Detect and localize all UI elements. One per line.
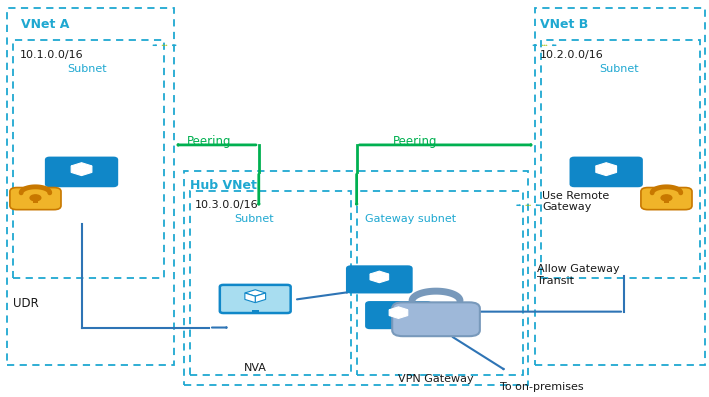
FancyBboxPatch shape — [365, 291, 393, 293]
FancyBboxPatch shape — [376, 289, 382, 292]
Text: Subnet: Subnet — [599, 64, 639, 74]
Circle shape — [165, 45, 167, 46]
Circle shape — [529, 205, 531, 206]
Text: Allow Gateway
Transit: Allow Gateway Transit — [537, 264, 620, 285]
Text: Subnet: Subnet — [234, 214, 274, 224]
Polygon shape — [379, 274, 389, 283]
Circle shape — [164, 45, 165, 46]
Polygon shape — [596, 166, 606, 175]
FancyBboxPatch shape — [603, 183, 610, 186]
FancyBboxPatch shape — [78, 183, 85, 186]
Text: 10.2.0.0/16: 10.2.0.0/16 — [540, 50, 604, 60]
Circle shape — [544, 45, 545, 46]
Text: Hub VNet: Hub VNet — [190, 179, 257, 193]
Text: Subnet: Subnet — [67, 64, 107, 74]
FancyBboxPatch shape — [252, 310, 259, 313]
Text: 10.1.0.0/16: 10.1.0.0/16 — [20, 50, 84, 60]
Polygon shape — [245, 290, 266, 296]
Polygon shape — [398, 310, 408, 318]
FancyBboxPatch shape — [392, 303, 480, 336]
Polygon shape — [71, 166, 82, 175]
FancyBboxPatch shape — [33, 198, 38, 203]
FancyBboxPatch shape — [664, 198, 669, 203]
FancyBboxPatch shape — [591, 185, 622, 187]
FancyBboxPatch shape — [396, 325, 401, 328]
FancyBboxPatch shape — [46, 158, 117, 186]
Text: Peering: Peering — [187, 135, 231, 148]
Polygon shape — [71, 163, 92, 169]
Circle shape — [525, 205, 527, 206]
Circle shape — [661, 195, 672, 201]
FancyBboxPatch shape — [10, 187, 61, 210]
Text: VNet B: VNet B — [540, 18, 588, 31]
Text: VNet A: VNet A — [21, 18, 69, 31]
Circle shape — [30, 195, 41, 201]
Circle shape — [545, 45, 547, 46]
Text: VPN Gateway: VPN Gateway — [398, 374, 474, 384]
Polygon shape — [245, 293, 255, 303]
Polygon shape — [255, 293, 266, 303]
Polygon shape — [596, 163, 617, 169]
Circle shape — [162, 45, 164, 46]
FancyBboxPatch shape — [66, 185, 97, 187]
Text: UDR: UDR — [13, 297, 38, 310]
FancyBboxPatch shape — [367, 302, 430, 328]
FancyBboxPatch shape — [220, 285, 291, 313]
Text: NVA: NVA — [244, 363, 267, 373]
Circle shape — [542, 45, 544, 46]
FancyBboxPatch shape — [384, 327, 413, 329]
FancyBboxPatch shape — [240, 312, 271, 314]
Circle shape — [527, 205, 529, 206]
Polygon shape — [606, 166, 617, 175]
Polygon shape — [389, 307, 408, 313]
Text: To on-premises: To on-premises — [500, 382, 584, 392]
Polygon shape — [389, 310, 398, 318]
FancyBboxPatch shape — [347, 266, 411, 292]
Text: 10.3.0.0/16: 10.3.0.0/16 — [195, 200, 259, 210]
Text: Use Remote
Gateway: Use Remote Gateway — [542, 191, 610, 212]
Text: Peering: Peering — [393, 135, 437, 148]
Text: Gateway subnet: Gateway subnet — [365, 214, 457, 224]
Polygon shape — [82, 166, 92, 175]
FancyBboxPatch shape — [571, 158, 642, 186]
Polygon shape — [370, 271, 389, 277]
FancyBboxPatch shape — [641, 187, 692, 210]
Polygon shape — [370, 274, 379, 283]
